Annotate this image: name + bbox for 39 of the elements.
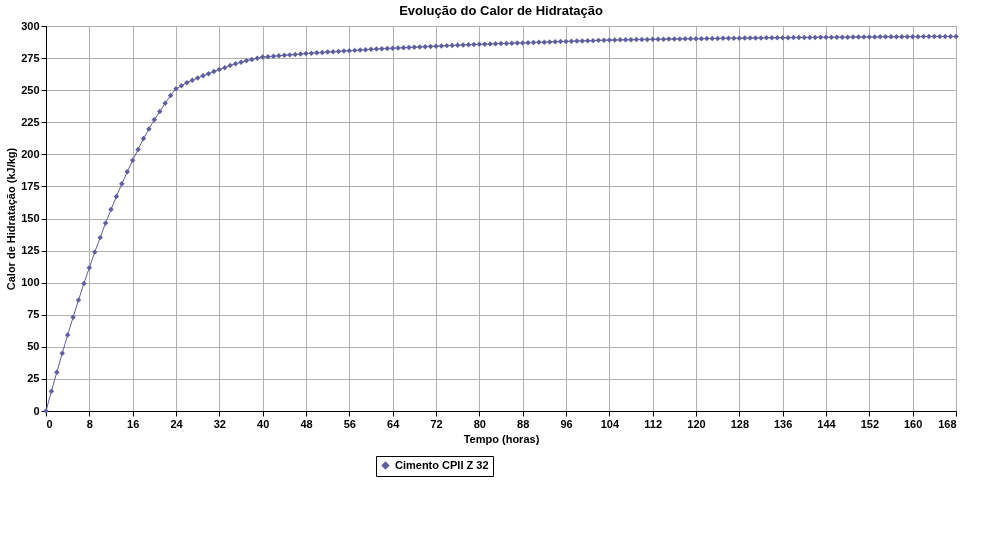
y-tick-label: 250 xyxy=(21,83,40,96)
x-tick-label: 8 xyxy=(86,417,93,430)
x-tick-label: 152 xyxy=(860,417,880,430)
legend-label: Cimento CPII Z 32 xyxy=(395,458,489,471)
x-tick-label: 120 xyxy=(687,417,706,430)
x-tick-label: 48 xyxy=(300,417,313,430)
x-tick-label: 72 xyxy=(430,417,443,430)
x-tick-label: 0 xyxy=(46,417,53,430)
y-tick-label: 25 xyxy=(27,372,40,385)
y-tick-label: 275 xyxy=(21,51,40,64)
x-tick-label: 144 xyxy=(817,417,837,430)
y-tick-label: 225 xyxy=(21,115,40,128)
y-tick-label: 75 xyxy=(27,308,40,321)
x-tick-label: 128 xyxy=(730,417,750,430)
x-tick-label: 16 xyxy=(127,417,140,430)
y-tick-label: 300 xyxy=(21,19,40,32)
x-tick-label: 112 xyxy=(644,417,663,430)
x-tick-label: 160 xyxy=(903,417,923,430)
x-tick-label: 56 xyxy=(343,417,356,430)
y-tick-label: 200 xyxy=(21,147,40,160)
x-tick-label: 24 xyxy=(170,417,184,430)
y-tick-label: 50 xyxy=(27,340,40,353)
x-tick-label: 168 xyxy=(938,417,957,430)
x-tick-label: 32 xyxy=(213,417,226,430)
y-tick-label: 0 xyxy=(33,404,40,417)
x-tick-label: 136 xyxy=(773,417,793,430)
x-tick-label: 64 xyxy=(387,417,401,430)
x-tick-label: 104 xyxy=(600,417,620,430)
x-tick-label: 88 xyxy=(517,417,530,430)
y-tick-label: 150 xyxy=(21,212,40,224)
x-tick-label: 80 xyxy=(473,417,486,430)
y-tick-label: 125 xyxy=(21,244,40,257)
x-axis-title: Tempo (horas) xyxy=(463,432,540,445)
x-tick-label: 40 xyxy=(257,417,270,430)
x-tick-label: 96 xyxy=(560,417,573,430)
y-axis-title: Calor de Hidratação (kJ/kg) xyxy=(5,147,18,291)
chart-title: Evolução do Calor de Hidratação xyxy=(399,3,603,18)
y-tick-label: 175 xyxy=(21,179,40,192)
y-tick-label: 100 xyxy=(21,276,40,289)
